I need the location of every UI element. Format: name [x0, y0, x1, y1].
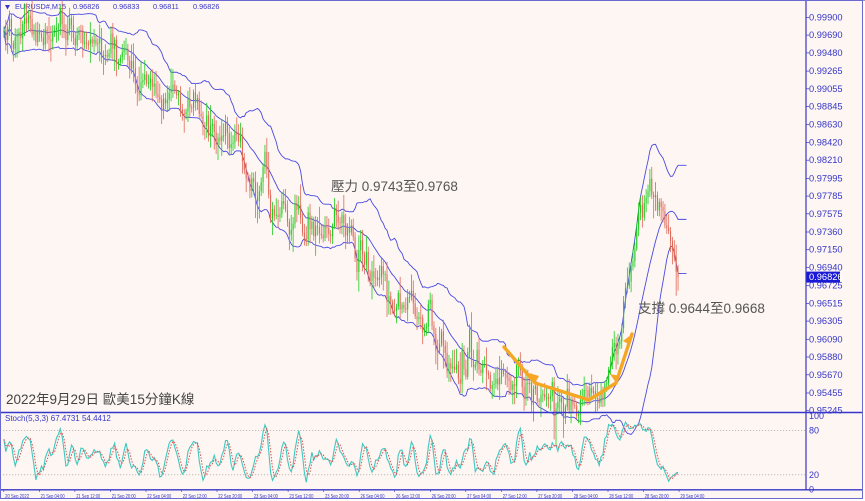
svg-text:0.97150: 0.97150: [809, 245, 843, 255]
svg-text:27 Sep 20:00: 27 Sep 20:00: [538, 494, 562, 499]
svg-text:0.98420: 0.98420: [809, 137, 843, 147]
svg-text:0.98210: 0.98210: [809, 155, 843, 165]
svg-text:0.97995: 0.97995: [809, 173, 843, 183]
svg-text:EURUSD#,M15: EURUSD#,M15: [15, 2, 66, 11]
svg-text:23 Sep 12:00: 23 Sep 12:00: [289, 494, 313, 499]
svg-text:Stoch(5,3,3) 67.4731 54.4412: Stoch(5,3,3) 67.4731 54.4412: [5, 414, 111, 423]
svg-text:26 Sep 04:00: 26 Sep 04:00: [361, 494, 385, 499]
svg-text:21 Sep 20:00: 21 Sep 20:00: [112, 494, 136, 499]
svg-text:0.96826: 0.96826: [73, 2, 99, 11]
svg-text:28 Sep 04:00: 28 Sep 04:00: [574, 494, 598, 499]
svg-text:0.96826: 0.96826: [809, 272, 843, 282]
svg-text:0.99265: 0.99265: [809, 66, 843, 76]
svg-text:26 Sep 12:00: 26 Sep 12:00: [396, 494, 420, 499]
svg-text:80: 80: [809, 426, 819, 436]
svg-text:0.99690: 0.99690: [809, 30, 843, 40]
svg-text:26 Sep 20:00: 26 Sep 20:00: [432, 494, 456, 499]
svg-text:壓力 0.9743至0.9768: 壓力 0.9743至0.9768: [331, 179, 458, 194]
svg-text:0.98630: 0.98630: [809, 120, 843, 130]
svg-text:23 Sep 20:00: 23 Sep 20:00: [325, 494, 349, 499]
svg-text:28 Sep 20:00: 28 Sep 20:00: [645, 494, 669, 499]
svg-text:20 Sep 2022: 20 Sep 2022: [5, 494, 29, 499]
svg-text:23 Sep 04:00: 23 Sep 04:00: [254, 494, 278, 499]
svg-text:20: 20: [809, 470, 819, 480]
svg-text:0.96305: 0.96305: [809, 316, 843, 326]
svg-text:27 Sep 12:00: 27 Sep 12:00: [503, 494, 527, 499]
svg-text:0.96811: 0.96811: [153, 2, 179, 11]
svg-text:0.98845: 0.98845: [809, 102, 843, 112]
svg-text:28 Sep 12:00: 28 Sep 12:00: [609, 494, 633, 499]
svg-text:2022年9月29日 歐美15分鐘K線: 2022年9月29日 歐美15分鐘K線: [6, 391, 195, 407]
svg-text:0.99480: 0.99480: [809, 48, 843, 58]
svg-text:0.99055: 0.99055: [809, 84, 843, 94]
svg-text:27 Sep 04:00: 27 Sep 04:00: [467, 494, 491, 499]
svg-text:21 Sep 12:00: 21 Sep 12:00: [76, 494, 100, 499]
svg-text:21 Sep 04:00: 21 Sep 04:00: [41, 494, 65, 499]
svg-text:0.96833: 0.96833: [113, 2, 139, 11]
svg-text:0.96826: 0.96826: [193, 2, 219, 11]
svg-text:支撐 0.9644至0.9668: 支撐 0.9644至0.9668: [638, 301, 765, 316]
svg-text:29 Sep 04:00: 29 Sep 04:00: [680, 494, 704, 499]
svg-text:0.96515: 0.96515: [809, 298, 843, 308]
svg-text:0.97575: 0.97575: [809, 209, 843, 219]
svg-text:0.97360: 0.97360: [809, 227, 843, 237]
svg-text:0.95880: 0.95880: [809, 352, 843, 362]
svg-text:0.95455: 0.95455: [809, 388, 843, 398]
svg-text:0.96940: 0.96940: [809, 263, 843, 273]
svg-text:0.99900: 0.99900: [809, 12, 843, 22]
svg-text:0.96090: 0.96090: [809, 334, 843, 344]
svg-text:22 Sep 12:00: 22 Sep 12:00: [183, 494, 207, 499]
svg-text:22 Sep 20:00: 22 Sep 20:00: [218, 494, 242, 499]
svg-text:0.95670: 0.95670: [809, 370, 843, 380]
svg-text:22 Sep 04:00: 22 Sep 04:00: [147, 494, 171, 499]
svg-text:0.97785: 0.97785: [809, 191, 843, 201]
